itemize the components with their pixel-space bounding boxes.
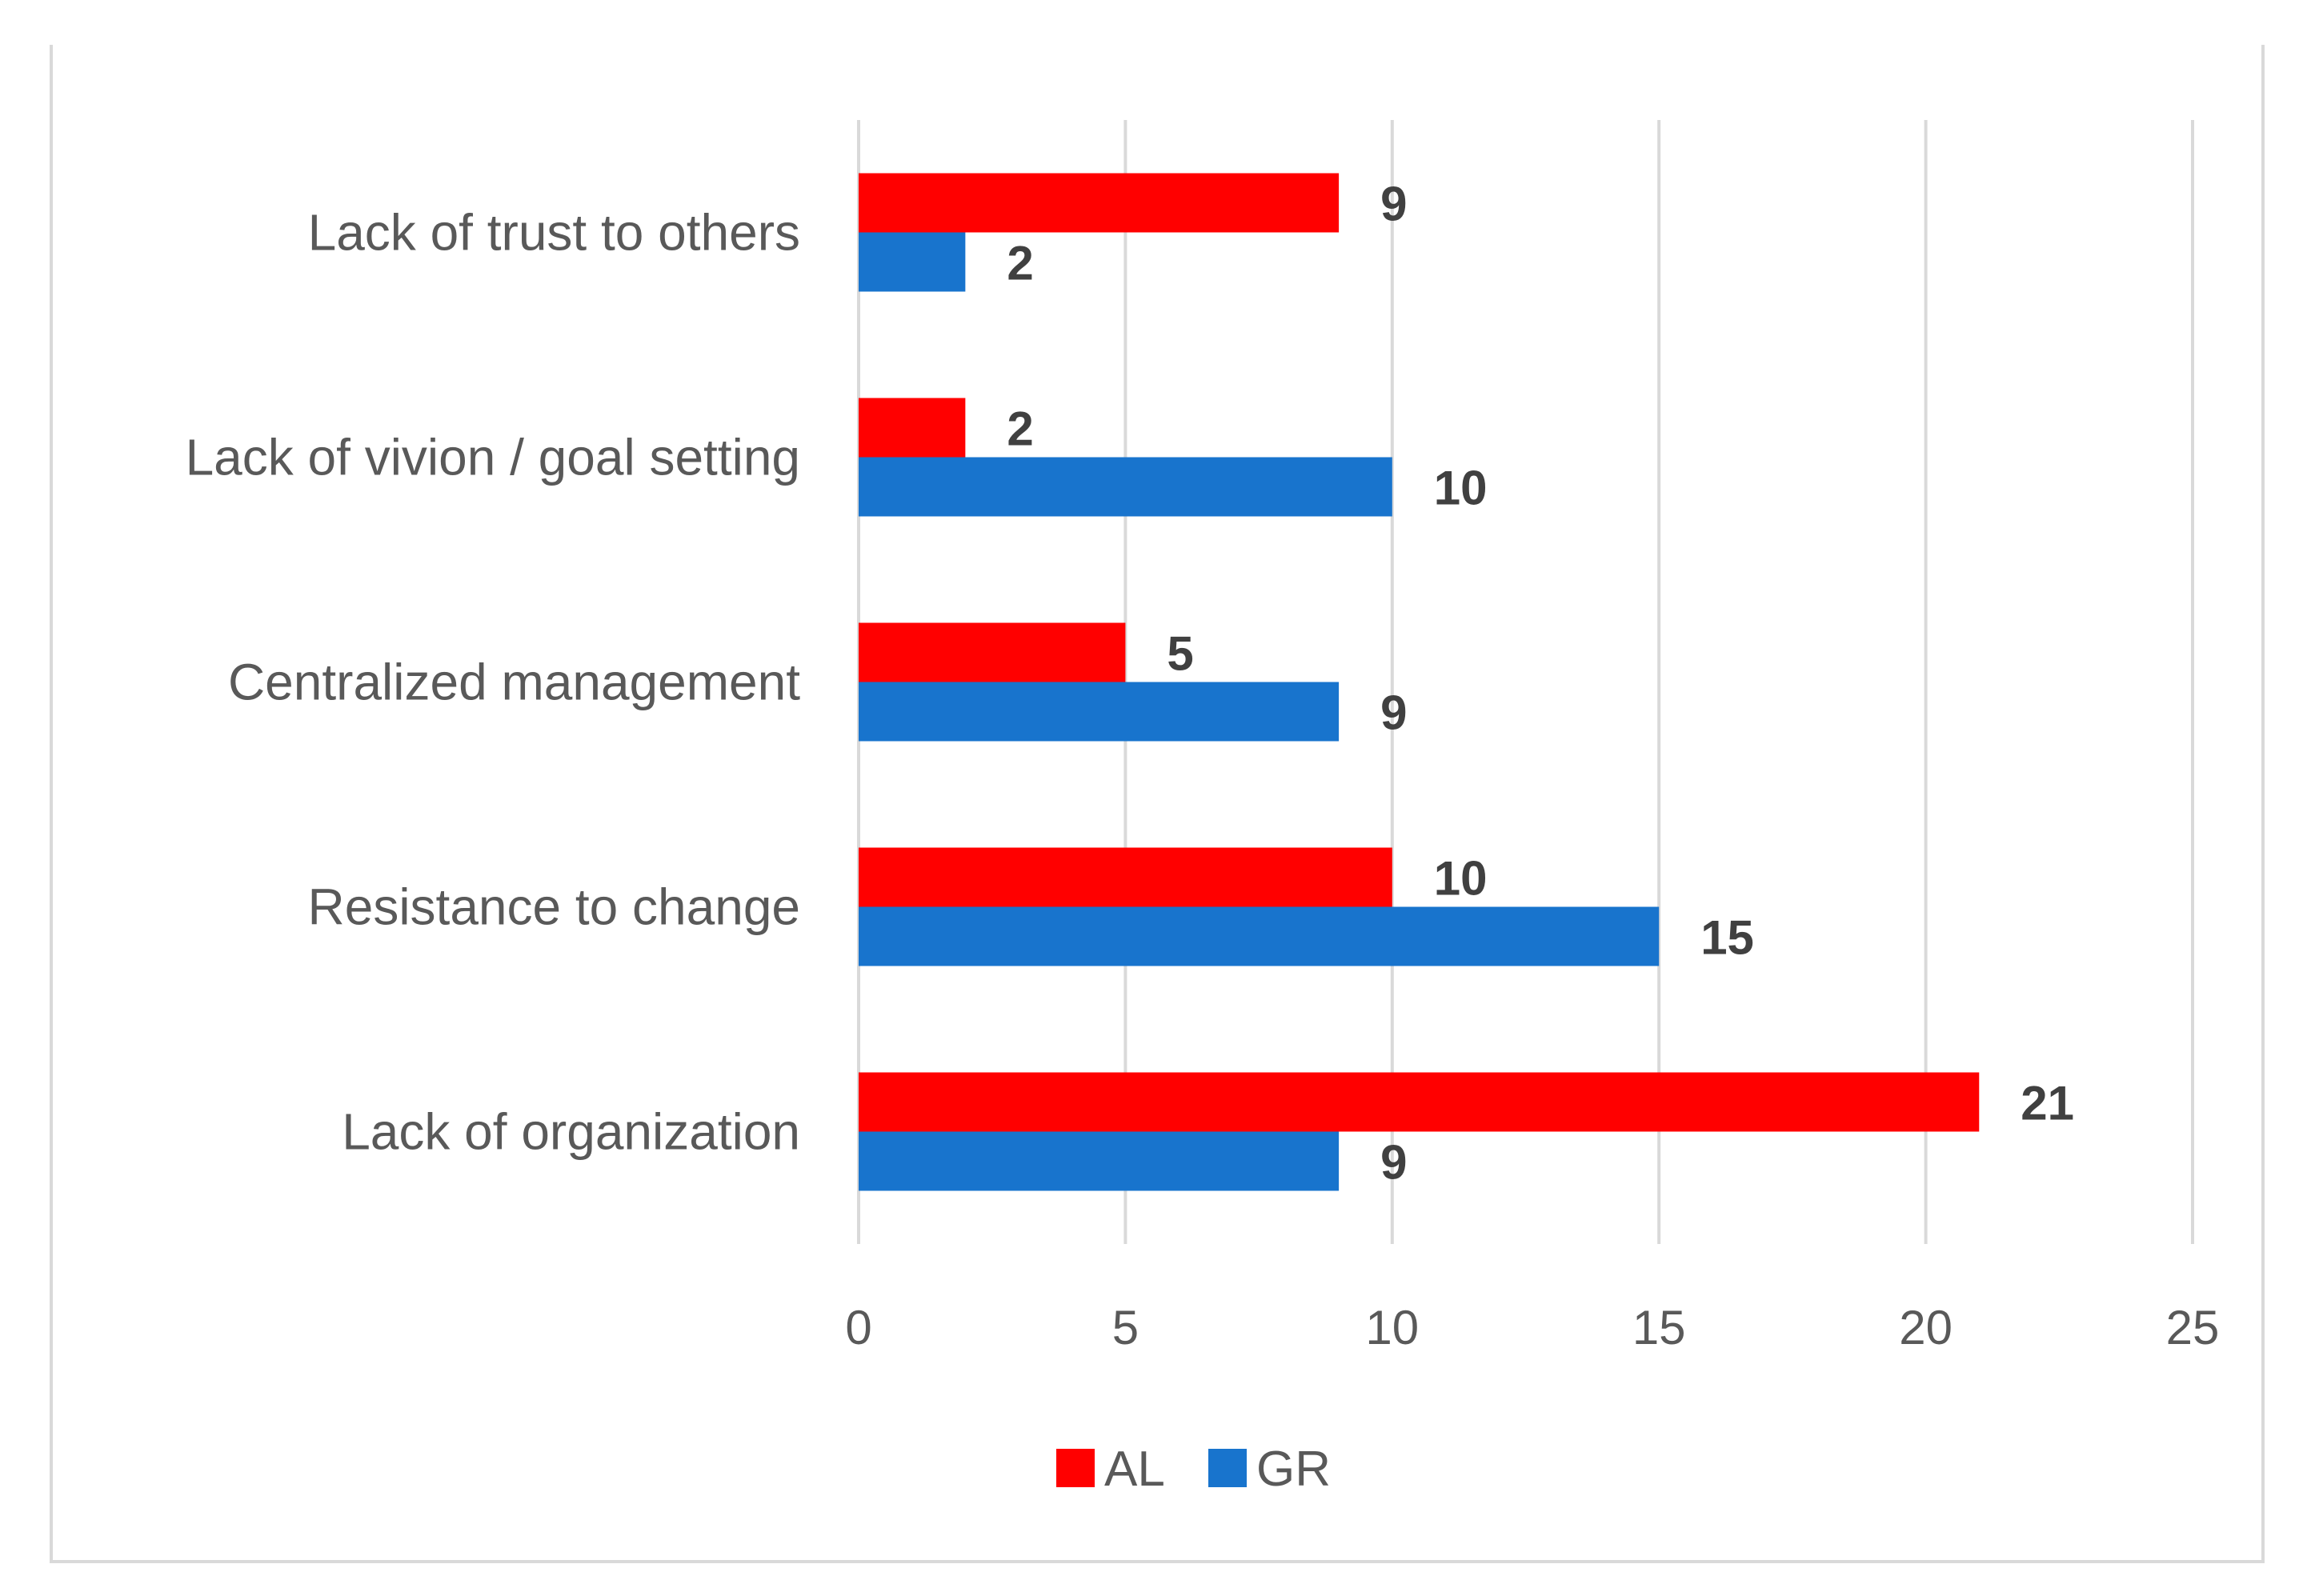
data-label-al: 9: [1380, 178, 1407, 231]
data-label-al: 10: [1434, 852, 1488, 906]
bar-gr: [859, 906, 1660, 966]
data-label-gr: 2: [1007, 237, 1033, 290]
legend-label-al: AL: [1104, 1442, 1165, 1497]
bar-gr: [859, 457, 1392, 517]
legend: AL GR: [1056, 1442, 1331, 1497]
category-label: Lack of trust to others: [308, 204, 800, 262]
bar-al: [859, 398, 966, 458]
data-label-gr: 9: [1380, 1136, 1407, 1190]
x-tick-label: 5: [1112, 1301, 1139, 1354]
bar-al: [859, 622, 1126, 682]
legend-swatch-gr: [1208, 1449, 1247, 1487]
data-label-gr: 9: [1380, 686, 1407, 740]
chart-frame: [50, 45, 2265, 1563]
data-label-al: 21: [2021, 1077, 2074, 1130]
data-label-gr: 10: [1434, 462, 1488, 515]
category-label: Lack of organization: [342, 1103, 800, 1161]
bar-al: [859, 173, 1340, 233]
legend-swatch-al: [1056, 1449, 1095, 1487]
bar-al: [859, 1072, 1980, 1132]
bars: [859, 173, 1980, 1191]
legend-label-gr: GR: [1256, 1442, 1331, 1497]
data-label-al: 2: [1007, 402, 1033, 456]
bar-gr: [859, 682, 1340, 742]
x-tick-label: 25: [2166, 1301, 2220, 1354]
bar-al: [859, 847, 1392, 907]
category-label: Resistance to change: [308, 878, 801, 936]
x-tick-label: 10: [1365, 1301, 1419, 1354]
bar-gr: [859, 232, 966, 292]
data-label-gr: 15: [1700, 911, 1754, 965]
bar-gr: [859, 1131, 1340, 1191]
data-label-al: 5: [1167, 627, 1193, 681]
x-tick-label: 0: [845, 1301, 871, 1354]
category-label: Lack of vivion / goal setting: [186, 429, 800, 486]
category-label: Centralized management: [228, 654, 800, 711]
x-tick-label: 15: [1632, 1301, 1686, 1354]
x-tick-label: 20: [1899, 1301, 1953, 1354]
